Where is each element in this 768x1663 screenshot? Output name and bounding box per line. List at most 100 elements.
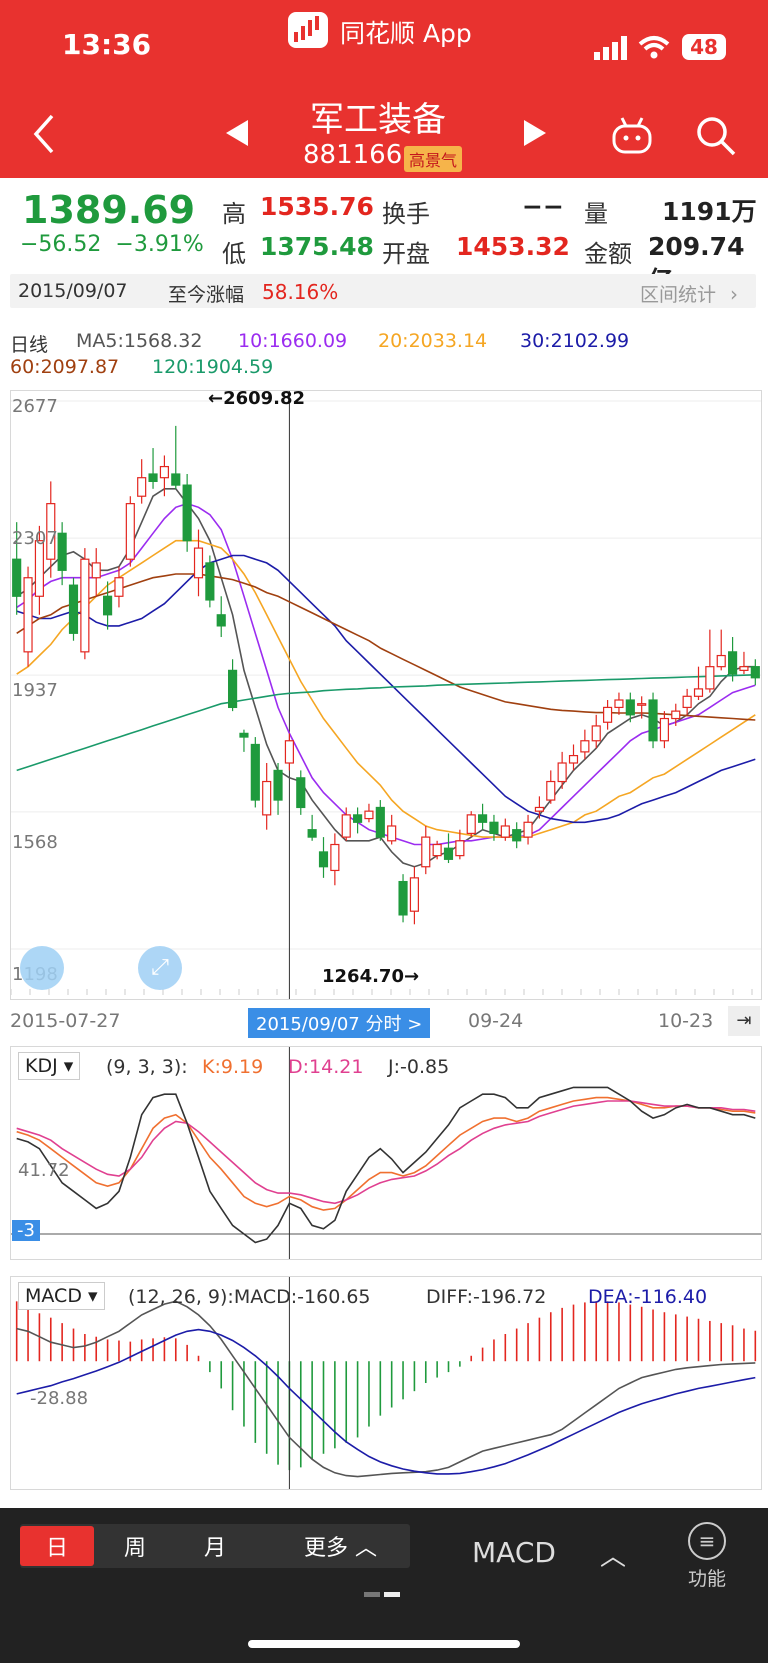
kdj-selector[interactable]: KDJ ▾	[18, 1052, 81, 1080]
candle-up	[716, 654, 726, 668]
chevron-up-icon[interactable]: ︿	[600, 1542, 627, 1572]
range-label: 至今涨幅	[168, 284, 245, 306]
candle-down	[12, 558, 22, 597]
range-bar[interactable]	[10, 274, 756, 308]
ma-period-label[interactable]: 日线	[10, 334, 49, 356]
app-title[interactable]: 同花顺 App	[340, 19, 472, 48]
candle-up	[580, 740, 590, 753]
app-logo-icon	[288, 12, 328, 48]
tab-week[interactable]: 周	[124, 1536, 147, 1561]
candle-up	[432, 843, 442, 857]
kdj-k: K:9.19	[202, 1056, 264, 1078]
kdj-J-line	[16, 1086, 756, 1244]
candle-up	[91, 562, 101, 579]
candle-down	[296, 777, 306, 809]
signal-icon	[594, 36, 628, 64]
candle-up	[659, 717, 669, 742]
candle-up	[603, 706, 613, 723]
back-icon[interactable]	[32, 112, 56, 160]
current-price: 1389.69	[22, 188, 196, 232]
turnover-label: 换手	[382, 200, 430, 228]
candle-up	[125, 503, 135, 560]
tab-more-label: 更多	[304, 1536, 349, 1561]
kdj-d: D:14.21	[288, 1056, 364, 1078]
fullscreen-icon[interactable]: ⤢	[138, 946, 182, 990]
indicator-select[interactable]: MACD	[472, 1536, 556, 1569]
candle-down	[318, 851, 329, 868]
tab-more[interactable]: 更多 ︿	[304, 1536, 378, 1561]
candle-up	[23, 577, 33, 653]
next-stock-icon[interactable]	[522, 118, 548, 152]
cursor-date-button[interactable]: 2015/09/07 分时 >	[248, 1008, 431, 1038]
candle-up	[614, 699, 624, 709]
high-annotation: ←2609.82	[208, 388, 306, 409]
battery-icon: 48	[682, 34, 726, 60]
ma20-label: 20:2033.14	[378, 330, 488, 352]
amount-label: 金额	[584, 240, 632, 268]
ma10-label: 10:1660.09	[238, 330, 348, 352]
candle-up	[284, 740, 294, 764]
ma30-label: 30:2102.99	[520, 330, 630, 352]
kdj-chart[interactable]	[10, 1046, 762, 1260]
prev-stock-icon[interactable]	[224, 118, 250, 152]
candle-up	[409, 877, 419, 912]
candle-up	[534, 806, 544, 812]
function-label[interactable]: 功能	[688, 1568, 727, 1590]
candle-down	[512, 829, 522, 842]
home-indicator	[248, 1640, 520, 1648]
macd-params: (12, 26, 9):MACD:-160.65	[128, 1286, 371, 1308]
change-value: −56.52	[20, 232, 102, 257]
ma60-line	[16, 573, 756, 721]
candle-up	[137, 477, 147, 497]
candle-down	[205, 562, 215, 601]
chevron-right-icon[interactable]: ›	[730, 282, 738, 306]
tab-day[interactable]	[20, 1526, 94, 1566]
candle-up	[591, 725, 601, 742]
low-annotation: 1264.70→	[322, 966, 420, 987]
page-indicator	[364, 1592, 380, 1597]
low-value: 1375.48	[260, 232, 374, 261]
candle-down	[750, 666, 760, 679]
candle-up	[466, 814, 476, 834]
kdj-ytick-0: 41.72	[18, 1160, 70, 1181]
function-menu-icon[interactable]: ≡	[688, 1522, 726, 1560]
draw-tool-icon[interactable]	[20, 946, 64, 990]
candle-down	[103, 595, 113, 616]
candle-up	[80, 558, 90, 653]
y-tick-2: 1937	[12, 680, 58, 701]
kline-chart[interactable]	[10, 390, 762, 1000]
macd-dea-line	[16, 1328, 756, 1475]
volume-label: 量	[584, 200, 608, 228]
scroll-end-icon[interactable]: ⇥	[728, 1006, 760, 1036]
candle-up	[193, 547, 204, 579]
macd-diff-line	[16, 1300, 756, 1478]
range-date: 2015/09/07	[18, 280, 128, 302]
candle-down	[171, 473, 181, 486]
robot-icon[interactable]	[610, 116, 654, 160]
candle-up	[421, 836, 431, 868]
x-tick-2: 10-23	[658, 1010, 714, 1032]
tab-month[interactable]: 月	[204, 1536, 227, 1561]
candle-down	[625, 699, 635, 716]
y-tick-3: 1568	[12, 832, 58, 853]
turnover-value: −−	[522, 192, 564, 221]
candle-up	[330, 843, 340, 872]
candle-up	[671, 710, 681, 720]
candle-down	[648, 699, 658, 742]
macd-selector[interactable]: MACD ▾	[18, 1282, 105, 1310]
change-percent: −3.91%	[115, 232, 204, 257]
macd-chart[interactable]	[10, 1276, 762, 1490]
search-icon[interactable]	[694, 114, 738, 162]
volume-value: 1191万	[662, 197, 757, 226]
macd-svg	[15, 1277, 757, 1489]
range-stats-link[interactable]: 区间统计	[640, 284, 717, 306]
candle-up	[46, 503, 56, 560]
indicator-label: MACD	[472, 1536, 556, 1569]
candle-down	[489, 821, 499, 834]
candle-down	[273, 769, 283, 801]
top-header	[0, 0, 768, 178]
low-label: 低	[222, 240, 246, 268]
hot-badge[interactable]: 高景气	[404, 146, 463, 172]
kdj-j: J:-0.85	[388, 1056, 450, 1078]
candle-up	[34, 540, 44, 597]
